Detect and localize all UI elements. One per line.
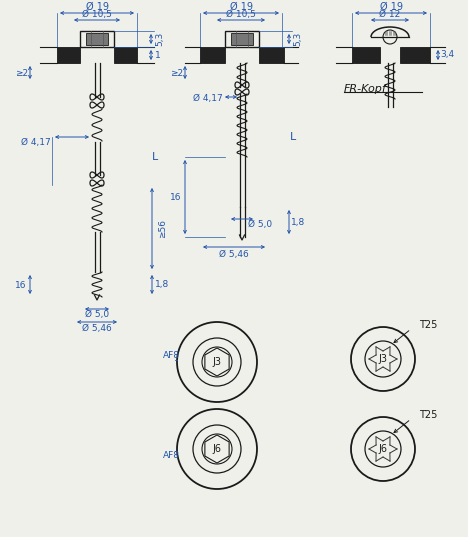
Bar xyxy=(200,47,225,63)
Text: Ø 12: Ø 12 xyxy=(380,10,401,18)
Text: 5,3: 5,3 xyxy=(293,32,302,46)
Text: Ø 4,17: Ø 4,17 xyxy=(21,137,51,147)
Text: T25: T25 xyxy=(419,410,438,420)
Bar xyxy=(400,47,430,63)
Text: J6: J6 xyxy=(212,444,221,454)
Text: ≥2: ≥2 xyxy=(170,69,183,78)
Text: L: L xyxy=(290,132,296,142)
Text: Ø 10,5: Ø 10,5 xyxy=(82,10,112,18)
Text: 1,8: 1,8 xyxy=(155,280,169,289)
Bar xyxy=(259,47,284,63)
Text: 1: 1 xyxy=(155,50,161,60)
Text: 5,3: 5,3 xyxy=(155,32,164,46)
Text: Ø 5,46: Ø 5,46 xyxy=(82,323,112,332)
Bar xyxy=(80,31,114,47)
Text: 16: 16 xyxy=(170,192,182,201)
Text: T25: T25 xyxy=(419,320,438,330)
Text: 3,4: 3,4 xyxy=(440,50,454,60)
Text: Ø 4,17: Ø 4,17 xyxy=(193,95,223,104)
Text: J3: J3 xyxy=(212,357,221,367)
Text: Ø 19: Ø 19 xyxy=(380,2,402,12)
Text: AF8: AF8 xyxy=(162,451,180,460)
Bar xyxy=(225,31,259,47)
Text: Ø 5,46: Ø 5,46 xyxy=(219,250,249,258)
Text: AF8: AF8 xyxy=(162,352,180,360)
Text: 16: 16 xyxy=(15,280,27,289)
Bar xyxy=(57,47,80,63)
Bar xyxy=(231,33,253,45)
Text: Ø 10,5: Ø 10,5 xyxy=(226,10,256,18)
Text: FR-Kopf: FR-Kopf xyxy=(344,84,387,94)
Text: ≥56: ≥56 xyxy=(159,220,168,238)
Text: Ø 5,0: Ø 5,0 xyxy=(248,221,272,229)
Text: Ø 19: Ø 19 xyxy=(229,2,253,12)
Bar xyxy=(352,47,380,63)
Text: Ø 5,0: Ø 5,0 xyxy=(85,310,109,320)
Text: J3: J3 xyxy=(379,354,388,364)
Bar xyxy=(114,47,137,63)
Bar xyxy=(86,33,108,45)
Text: Ø 19: Ø 19 xyxy=(86,2,109,12)
Text: 1,8: 1,8 xyxy=(291,217,305,227)
Text: L: L xyxy=(152,152,158,162)
Text: J6: J6 xyxy=(379,444,388,454)
Text: ≥2: ≥2 xyxy=(15,69,29,78)
